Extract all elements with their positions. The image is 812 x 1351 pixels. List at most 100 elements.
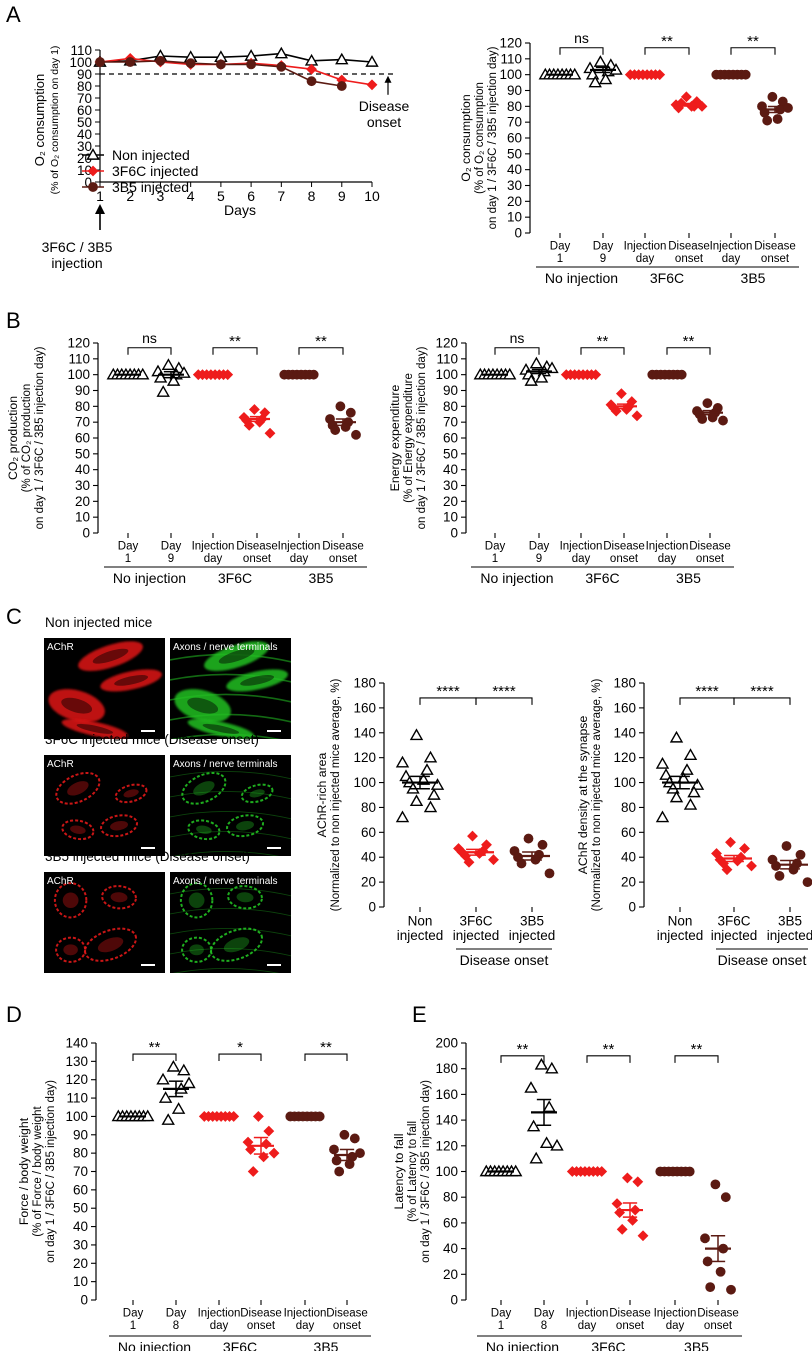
x-tick-label: Disease: [689, 541, 731, 553]
synapse-shape: [227, 885, 263, 910]
data-point: [697, 414, 708, 424]
synapse-shape: [226, 669, 288, 692]
micrograph-channel-label: AChR: [47, 759, 74, 770]
data-point: [710, 1179, 721, 1190]
legend-entry: 3B5 injected: [112, 179, 189, 195]
data-point: [588, 75, 602, 88]
x-tick-label: Disease: [697, 1308, 739, 1320]
y-tick-label: 20: [507, 194, 522, 209]
legend-marker: [86, 148, 100, 160]
x-tick-label: onset: [333, 1320, 362, 1332]
significance-bracket: [733, 697, 791, 705]
x-tick-label: 5: [217, 188, 225, 204]
significance-bracket: [580, 347, 625, 355]
y-axis-label: Energy expenditure: [388, 385, 402, 492]
x-tick-label: Non: [668, 914, 693, 929]
axon-fiber: [170, 771, 291, 780]
x-tick-label: injected: [453, 928, 500, 943]
y-tick-label: 110: [70, 43, 92, 58]
data-point: [739, 843, 750, 854]
y-tick-label: 0: [80, 1293, 88, 1308]
synapse-shape: [61, 719, 128, 739]
significance-bracket: [127, 347, 172, 355]
y-tick-label: 50: [507, 146, 522, 161]
data-point: [222, 369, 234, 381]
x-tick-label: 1: [498, 1320, 504, 1332]
data-point: [550, 1138, 564, 1151]
x-tick-label: injected: [711, 928, 758, 943]
x-tick-label: injected: [657, 928, 704, 943]
micrograph-row-title: 3B5 injected mice (Disease onset): [45, 849, 250, 864]
y-tick-label: 110: [436, 351, 458, 366]
y-tick-label: 50: [75, 446, 90, 461]
axon-fiber: [172, 968, 280, 973]
y-axis-label: AChR density at the synapse: [576, 716, 590, 875]
significance-bracket: [212, 347, 258, 355]
y-axis-label: on day 1 / 3F6C / 3B5 injection day): [416, 346, 428, 529]
data-point: [654, 69, 666, 81]
data-point: [590, 369, 602, 381]
data-point: [631, 410, 643, 422]
y-axis-label: on day 1 / 3F6C / 3B5 injection day): [420, 1080, 432, 1263]
data-point: [263, 1125, 275, 1137]
data-point: [683, 748, 698, 761]
annotation-text: Disease: [359, 98, 410, 114]
data-point: [245, 1144, 257, 1155]
x-tick-label: Day: [161, 541, 182, 553]
data-point: [344, 1159, 355, 1170]
y-tick-label: 90: [75, 383, 90, 398]
synapse-shape-core: [63, 944, 78, 956]
x-tick-label: 3F6C: [717, 914, 750, 929]
data-point: [171, 1102, 186, 1114]
micrograph-axons: Axons / nerve terminals: [170, 755, 291, 856]
y-tick-label: 50: [443, 446, 458, 461]
data-point: [423, 750, 438, 763]
category-label: Disease onset: [460, 952, 549, 968]
synapse-shape-core: [92, 648, 129, 664]
y-tick-label: 100: [499, 67, 522, 82]
synapse-shape: [181, 936, 213, 963]
data-point: [781, 841, 792, 851]
x-tick-label: 3: [157, 188, 165, 204]
y-axis-label: CO₂ production: [6, 396, 20, 480]
data-point: [366, 79, 378, 91]
data-point: [621, 1172, 633, 1184]
chart-achr-density-scatter: 0 20 40 60 80 100 120 140 160 180 AChR density at …: [576, 676, 812, 968]
x-tick-label: Disease: [609, 1308, 651, 1320]
y-tick-label: 20: [443, 1267, 458, 1282]
x-tick-label: onset: [675, 253, 704, 265]
data-point: [243, 419, 255, 431]
data-point: [488, 854, 499, 866]
data-point: [306, 63, 317, 75]
category-label: 3B5: [314, 1339, 339, 1351]
x-tick-label: 1: [492, 553, 498, 565]
data-point: [161, 1113, 175, 1125]
synapse-shape-core: [193, 781, 215, 796]
y-tick-label: 140: [435, 1113, 458, 1128]
data-point: [726, 1284, 736, 1295]
micrograph-channel-label: AChR: [47, 876, 74, 887]
x-tick-label: onset: [616, 1320, 645, 1332]
data-point: [772, 114, 783, 124]
data-point: [334, 1166, 345, 1177]
x-tick-label: 3F6C: [459, 914, 492, 929]
data-point: [524, 374, 538, 386]
data-point: [593, 55, 608, 67]
data-point: [544, 868, 555, 879]
y-tick-label: 70: [443, 415, 458, 430]
category-label: No injection: [486, 1339, 559, 1351]
data-point: [771, 861, 781, 871]
micrograph-background: [170, 755, 291, 856]
y-tick-label: 40: [507, 162, 522, 177]
y-axis-label: on day 1 / 3F6C / 3B5 injection day): [45, 1080, 57, 1263]
data-point: [161, 358, 176, 370]
data-point: [166, 1059, 181, 1072]
y-tick-label: 60: [443, 1215, 458, 1230]
data-point: [156, 385, 170, 397]
synapse-shape-core: [97, 937, 124, 953]
x-tick-label: Day: [123, 1308, 144, 1320]
x-tick-label: Disease: [240, 1308, 282, 1320]
significance-label: **: [149, 1039, 161, 1056]
